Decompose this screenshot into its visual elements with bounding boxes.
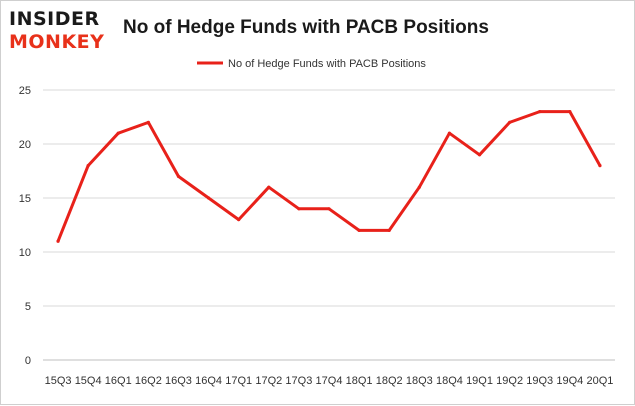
x-tick-label: 16Q2 [135,375,162,387]
x-tick-label: 17Q1 [225,375,252,387]
x-tick-label: 16Q4 [195,375,222,387]
x-tick-label: 17Q4 [316,375,343,387]
data-point [206,196,211,200]
data-point [538,110,542,114]
logo-line2: MONKEY [9,31,104,53]
data-point [327,207,331,211]
data-point [598,164,602,168]
x-tick-label: 17Q2 [255,375,282,387]
x-tick-label: 19Q4 [556,375,583,387]
y-tick-label: 15 [19,193,31,205]
chart-title: No of Hedge Funds with PACB Positions [123,17,489,38]
data-point [86,164,90,168]
x-tick-label: 15Q3 [45,375,72,387]
data-point [237,218,241,222]
data-point [447,131,452,135]
x-tick-label: 17Q3 [285,375,312,387]
data-point [357,228,361,232]
x-tick-label: 16Q1 [105,375,132,387]
x-tick-label: 16Q3 [165,375,192,387]
y-tick-label: 0 [25,355,31,367]
y-tick-label: 20 [19,139,31,151]
y-axis-ticks: 0 5 10 15 20 25 [19,85,31,367]
series-layer [56,110,602,243]
y-tick-label: 25 [19,85,31,97]
data-point [387,228,391,232]
data-point [146,120,150,124]
data-point [417,185,421,189]
legend-label: No of Hedge Funds with PACB Positions [228,58,426,70]
x-tick-label: 19Q3 [526,375,553,387]
x-tick-label: 15Q4 [75,375,102,387]
data-point [116,131,120,135]
logo: INSIDER MONKEY [9,8,104,53]
data-point [176,174,181,178]
x-tick-label: 18Q2 [376,375,403,387]
grid [43,89,615,361]
x-axis-ticks: 15Q3 15Q4 16Q1 16Q2 16Q3 16Q4 17Q1 17Q2 17Q3 17Q4… [45,375,614,387]
data-point [568,110,572,114]
x-tick-label: 18Q1 [346,375,373,387]
x-tick-label: 18Q4 [436,375,463,387]
y-tick-label: 5 [25,301,31,313]
data-point [477,153,482,157]
data-point [297,207,301,211]
x-tick-label: 20Q1 [586,375,613,387]
legend: No of Hedge Funds with PACB Positions [197,58,426,70]
data-point [56,239,60,243]
x-tick-label: 19Q1 [466,375,493,387]
data-point [508,120,512,124]
y-tick-label: 10 [19,247,31,259]
logo-line1: INSIDER [9,8,100,30]
data-point [267,185,271,189]
x-tick-label: 19Q2 [496,375,523,387]
x-tick-label: 18Q3 [406,375,433,387]
series-line [56,110,602,243]
